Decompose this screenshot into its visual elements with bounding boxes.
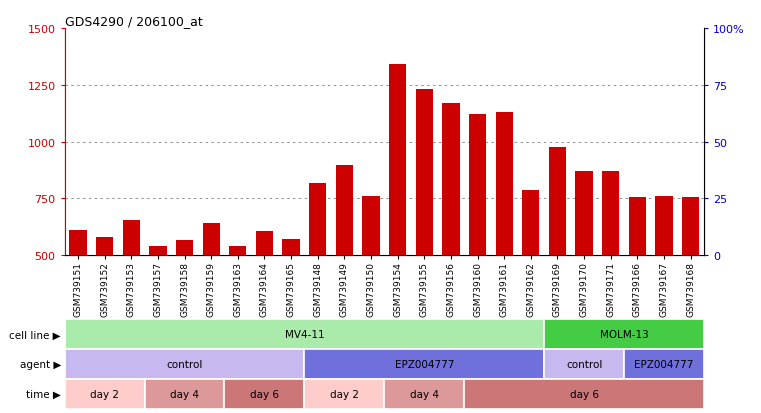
Text: time ▶: time ▶ [26, 389, 61, 399]
Bar [602, 172, 619, 369]
Bar [464, 379, 704, 409]
Point [444, 46, 457, 52]
Point [205, 64, 218, 71]
Text: GDS4290 / 206100_at: GDS4290 / 206100_at [65, 15, 202, 28]
Bar [416, 90, 433, 369]
Bar [202, 224, 220, 369]
Text: control: control [167, 359, 202, 369]
Point [471, 46, 484, 52]
Text: control: control [566, 359, 602, 369]
Text: day 4: day 4 [170, 389, 199, 399]
Bar [309, 183, 326, 369]
Point [258, 62, 271, 69]
Point [98, 59, 111, 66]
Text: day 2: day 2 [90, 389, 119, 399]
Text: day 6: day 6 [569, 389, 599, 399]
Bar [495, 113, 513, 369]
Point [631, 55, 643, 62]
Point [365, 55, 377, 62]
Point [338, 48, 350, 55]
Bar [469, 115, 486, 369]
Text: day 6: day 6 [250, 389, 279, 399]
Text: EPZ004777: EPZ004777 [634, 359, 694, 369]
Point [578, 55, 590, 62]
Bar [522, 191, 540, 369]
Point [125, 59, 137, 66]
Bar [575, 172, 593, 369]
Text: agent ▶: agent ▶ [20, 359, 61, 369]
Bar [655, 197, 673, 369]
Bar [229, 247, 247, 369]
Bar [336, 166, 353, 369]
Point [604, 53, 616, 59]
Point [178, 62, 190, 69]
Bar [544, 320, 704, 349]
Bar [176, 241, 193, 369]
Bar [389, 65, 406, 369]
Bar [304, 379, 384, 409]
Point [524, 53, 537, 59]
Bar [549, 148, 566, 369]
Point [658, 55, 670, 62]
Point [285, 64, 297, 71]
Text: cell line ▶: cell line ▶ [9, 330, 61, 339]
Text: day 4: day 4 [409, 389, 439, 399]
Bar [256, 232, 273, 369]
Bar [224, 379, 304, 409]
Bar [65, 349, 304, 379]
Bar [145, 379, 224, 409]
Bar [65, 320, 544, 349]
Text: EPZ004777: EPZ004777 [394, 359, 454, 369]
Bar [629, 198, 646, 369]
Bar [123, 221, 140, 369]
Bar [69, 231, 87, 369]
Bar [624, 349, 704, 379]
Point [391, 44, 403, 50]
Point [151, 64, 164, 71]
Bar [682, 198, 699, 369]
Bar [442, 104, 460, 369]
Text: MV4-11: MV4-11 [285, 330, 324, 339]
Bar [282, 240, 300, 369]
Point [419, 46, 431, 52]
Text: day 2: day 2 [330, 389, 359, 399]
Bar [304, 349, 544, 379]
Bar [149, 247, 167, 369]
Point [684, 55, 696, 62]
Bar [384, 379, 464, 409]
Bar [362, 197, 380, 369]
Point [312, 50, 324, 57]
Point [551, 50, 563, 57]
Point [72, 53, 84, 59]
Point [231, 55, 244, 62]
Bar [96, 237, 113, 369]
Bar [65, 379, 145, 409]
Bar [544, 349, 624, 379]
Text: MOLM-13: MOLM-13 [600, 330, 648, 339]
Point [498, 46, 510, 52]
